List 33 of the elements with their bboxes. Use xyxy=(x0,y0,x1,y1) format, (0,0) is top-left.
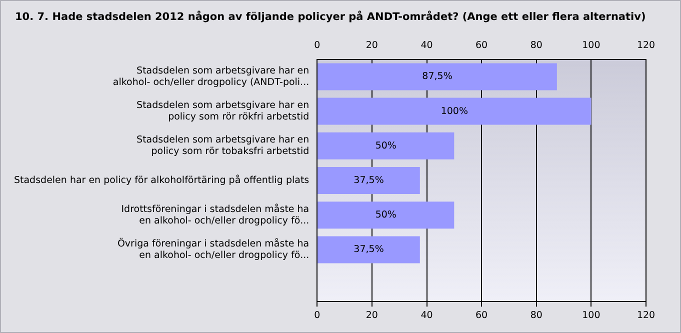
y-tick-label: Stadsdelen som arbetsgivare har en policy som rör tobaksfri arbetstid xyxy=(136,134,310,158)
y-tick-label: Övriga föreningar i stadsdelen måste ha en alkohol- och/eller drogpolicy fö... xyxy=(117,237,310,261)
x-tick-label: 100 xyxy=(582,310,600,321)
y-tick-label: Stadsdelen har en policy för alkoholförtäring på offentlig plats xyxy=(14,174,310,186)
x-tick-label: 20 xyxy=(366,310,378,321)
x2-tick-label: 60 xyxy=(476,40,488,52)
x-tick-label: 60 xyxy=(476,310,488,321)
x2-tick-label: 80 xyxy=(530,40,542,52)
bar xyxy=(318,202,454,229)
chart-title: 10. 7. Hade stadsdelen 2012 någon av följande policyer på ANDT-området? (Ange ett eller flera alternativ) xyxy=(15,11,646,23)
y-tick-label: Idrottsföreningar i stadsdelen måste ha en alkohol- och/eller drogpolicy fö... xyxy=(121,202,310,226)
x-tick-label: 40 xyxy=(420,310,433,321)
x-tick-label: 120 xyxy=(636,310,656,321)
y-tick-label: Stadsdelen som arbetsgivare har en alkohol- och/eller drogpolicy (ANDT-poli... xyxy=(112,65,310,88)
data-label: 87,5% xyxy=(422,71,452,82)
data-label: 50% xyxy=(375,140,396,152)
bar xyxy=(318,63,557,90)
bar xyxy=(318,132,454,160)
bar xyxy=(318,167,420,194)
x-tick-label: 80 xyxy=(530,310,542,321)
bar xyxy=(318,98,592,125)
bar xyxy=(318,236,420,264)
x2-tick-label: 40 xyxy=(420,40,433,52)
data-label: 37,5% xyxy=(354,244,384,256)
x2-tick-label: 20 xyxy=(366,40,378,52)
data-label: 100% xyxy=(440,106,468,117)
x2-tick-label: 100 xyxy=(582,40,600,52)
data-label: 50% xyxy=(375,210,396,221)
y-tick-label: Stadsdelen som arbetsgivare har en policy som rör rökfri arbetstid xyxy=(136,100,310,122)
x2-tick-label: 120 xyxy=(636,40,656,52)
x2-tick-label: 0 xyxy=(314,40,320,52)
data-label: 37,5% xyxy=(354,174,384,186)
x-tick-label: 0 xyxy=(314,310,320,321)
